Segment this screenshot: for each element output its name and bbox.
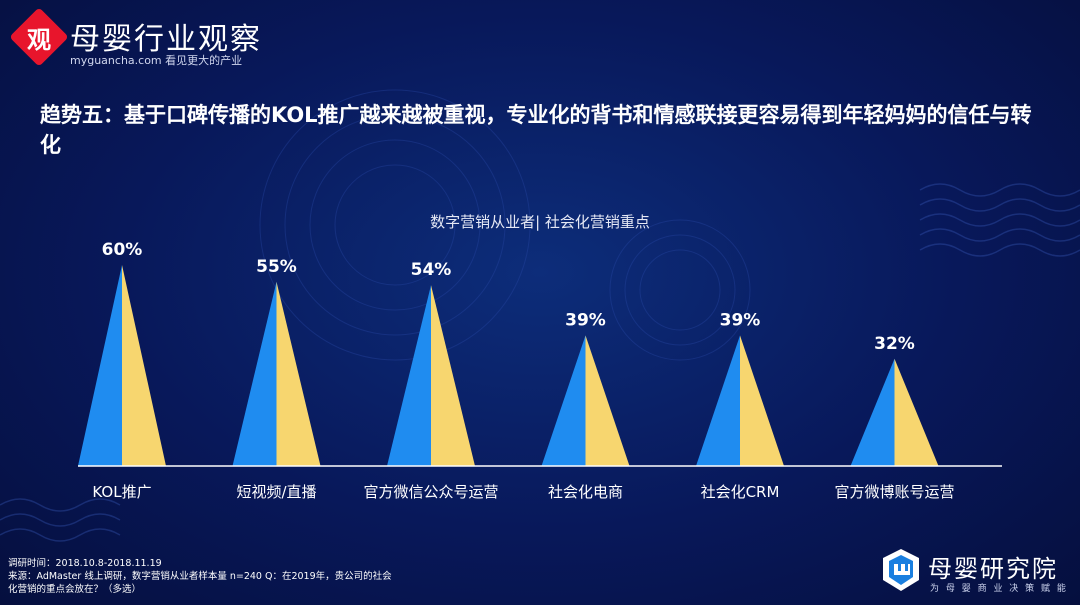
category-label: 官方微信公众号运营 bbox=[363, 483, 498, 501]
category-label: 社会化CRM bbox=[701, 483, 780, 501]
bar-right-face bbox=[431, 285, 475, 466]
logo-subtitle: myguancha.com 看见更大的产业 bbox=[70, 54, 243, 67]
footnote: 调研时间：2018.10.8-2018.11.19 来源：AdMaster 线上… bbox=[8, 557, 392, 596]
bar-right-face bbox=[122, 265, 166, 466]
bar-left-face bbox=[696, 335, 740, 466]
bar-left-face bbox=[541, 335, 586, 466]
bar-right-face bbox=[585, 335, 630, 466]
category-label: KOL推广 bbox=[92, 483, 151, 501]
data-label: 39% bbox=[720, 310, 761, 330]
bar-right-face bbox=[894, 358, 939, 466]
footnote-survey-time: 调研时间：2018.10.8-2018.11.19 bbox=[8, 558, 162, 569]
data-label: 32% bbox=[874, 334, 915, 354]
logo-name: 母婴行业观察 bbox=[70, 22, 262, 57]
footnote-question: 化营销的重点会放在？（多选） bbox=[8, 584, 142, 595]
footnote-source: 来源：AdMaster 线上调研，数字营销从业者样本量 n=240 Q：在201… bbox=[8, 571, 392, 582]
bar-left-face bbox=[232, 281, 277, 466]
logo-mark-char: 观 bbox=[27, 25, 51, 54]
category-label: 短视频/直播 bbox=[236, 483, 316, 501]
bar-right-face bbox=[276, 281, 321, 466]
page-headline: 趋势五：基于口碑传播的KOL推广越来越被重视，专业化的背书和情感联接更容易得到年… bbox=[40, 103, 1032, 157]
data-label: 39% bbox=[565, 310, 606, 330]
category-label: 社会化电商 bbox=[548, 483, 623, 501]
data-label: 54% bbox=[411, 260, 452, 280]
bar-left-face bbox=[850, 358, 895, 466]
bar-left-face bbox=[78, 265, 122, 466]
data-label: 55% bbox=[256, 257, 297, 277]
brand-name: 母婴研究院 bbox=[928, 555, 1058, 583]
brand-slogan: 为 母 婴 商 业 决 策 赋 能 bbox=[930, 584, 1068, 594]
brand-shield-icon bbox=[883, 549, 919, 591]
brand-block: 母婴研究院 为 母 婴 商 业 决 策 赋 能 bbox=[880, 543, 1070, 599]
bar-left-face bbox=[387, 285, 431, 466]
bar-right-face bbox=[740, 335, 784, 466]
chart-title: 数字营销从业者| 社会化营销重点 bbox=[430, 213, 650, 231]
category-label: 官方微博账号运营 bbox=[834, 483, 954, 501]
data-label: 60% bbox=[102, 240, 143, 260]
